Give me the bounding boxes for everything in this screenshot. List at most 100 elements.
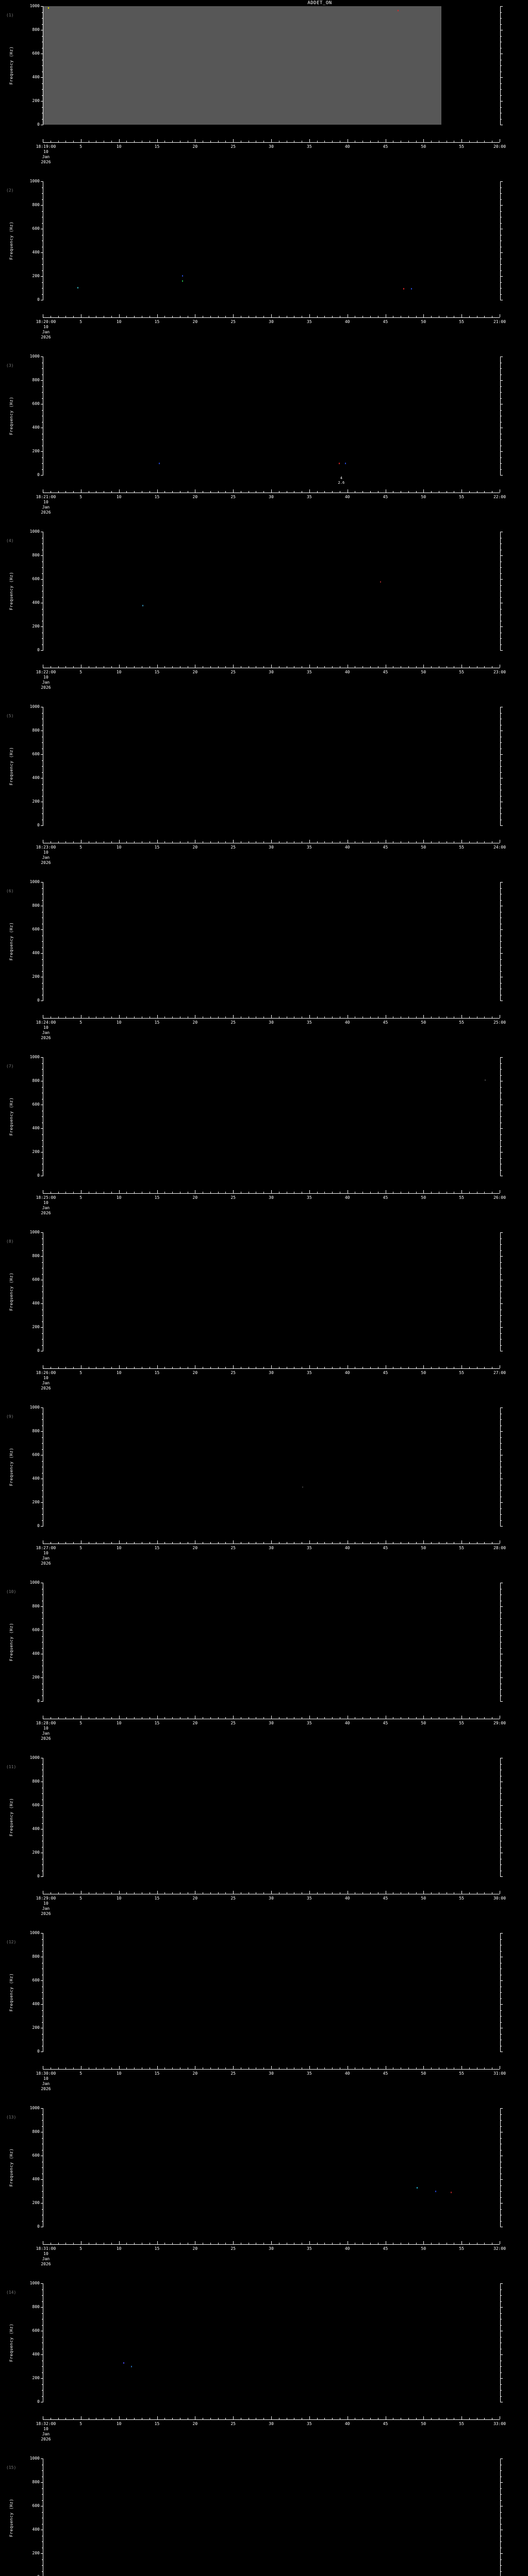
spectrogram-plot-area[interactable]: 0 200 400 600 800 1000 <box>30 1405 503 1528</box>
spectrogram-panel: (3) Frequency (Hz) 0 200 400 600 800 1000 5 10 15 2… <box>0 354 528 523</box>
spectrogram-plot-area[interactable]: 0 200 400 600 800 1000 <box>30 1756 503 1878</box>
spectrogram-plot-area[interactable]: 0 200 400 600 800 1000 <box>30 354 503 477</box>
x-tick-major <box>461 1540 463 1544</box>
y-tick-major-right <box>500 1677 503 1678</box>
x-tick-minor <box>469 1892 470 1894</box>
detection-marker[interactable] <box>182 275 183 277</box>
x-tick-label: 50 <box>421 1195 426 1200</box>
x-axis-start-label: 18:32:00 10 Jan 2026 <box>36 2421 56 2442</box>
y-tick-minor <box>42 1250 43 1251</box>
detection-marker[interactable] <box>397 10 399 12</box>
y-tick-major-right <box>500 1630 503 1631</box>
y-tick-label: 1000 <box>29 1755 40 1760</box>
y-tick-label: 0 <box>37 2399 40 2404</box>
y-tick-minor <box>42 2221 43 2222</box>
spectrogram-plot-area[interactable]: 0 200 400 600 800 1000 <box>30 1931 503 2054</box>
x-tick-major <box>461 840 463 843</box>
detection-marker[interactable] <box>159 463 160 464</box>
detection-marker[interactable] <box>485 1079 486 1081</box>
y-tick-major-right <box>500 1152 503 1153</box>
y-tick-label: 1000 <box>29 704 40 709</box>
spectrogram-plot-area[interactable]: 0 200 400 600 800 1000 <box>30 2281 503 2404</box>
y-tick-minor <box>42 1846 43 1848</box>
y-tick-label: 800 <box>32 2304 40 2309</box>
spectrogram-plot-area[interactable]: 0 200 400 600 800 1000 <box>30 2106 503 2229</box>
detection-marker[interactable] <box>403 288 405 290</box>
x-tick-major <box>309 489 310 493</box>
y-tick-label: 600 <box>32 2503 40 2508</box>
spectrogram-plot-area[interactable]: 0 200 400 600 800 1000 <box>30 705 503 827</box>
detection-marker[interactable] <box>302 1486 304 1488</box>
y-tick-label: 400 <box>32 1826 40 1831</box>
x-tick-label: 15 <box>154 1546 160 1550</box>
spectrogram-plot-area[interactable]: 0 200 400 600 800 1000 <box>30 880 503 1003</box>
x-tick-minor <box>362 2067 364 2069</box>
spectrogram-plot-area[interactable]: 0 200 400 600 800 1000 <box>30 179 503 302</box>
spectrogram-plot-area[interactable]: 0 200 400 600 800 1000 <box>30 530 503 652</box>
x-tick-minor <box>225 2243 226 2244</box>
x-tick-major <box>461 665 463 668</box>
x-tick-label: 10 <box>116 670 122 674</box>
detection-marker[interactable] <box>411 288 412 290</box>
x-tick-label: 25 <box>230 319 236 324</box>
x-axis-date-line: Jan <box>42 1906 50 1911</box>
x-tick-label: 40 <box>344 1020 350 1025</box>
detection-marker[interactable] <box>142 604 143 606</box>
x-tick-label: 55 <box>459 845 464 850</box>
x-tick-major <box>309 1190 310 1193</box>
detection-marker[interactable] <box>47 7 49 9</box>
spectrogram-panel: (13) Frequency (Hz) 0 200 400 600 800 1000 5 10 15… <box>0 2106 528 2275</box>
detection-marker[interactable] <box>338 463 340 464</box>
detection-marker[interactable] <box>77 286 79 289</box>
y-tick-label: 400 <box>32 951 40 955</box>
y-axis-title: Frequency (Hz) <box>9 1447 14 1486</box>
x-tick-minor <box>362 491 364 493</box>
y-tick-major-right <box>500 1303 503 1304</box>
x-tick-major <box>271 489 272 493</box>
x-tick-minor <box>218 491 219 493</box>
detection-marker[interactable] <box>344 463 346 464</box>
x-tick-label: 20 <box>192 2421 198 2426</box>
x-tick-label: 15 <box>154 2246 160 2251</box>
y-tick-minor-right <box>500 1419 502 1420</box>
x-tick-minor <box>484 1542 485 1544</box>
y-tick-minor-right <box>500 1134 502 1135</box>
detection-marker[interactable] <box>380 581 381 583</box>
y-tick-minor <box>42 1618 43 1619</box>
spectrogram-plot-area[interactable]: 0 200 400 600 800 1000 <box>30 2456 503 2576</box>
panel-index-label: (1) <box>6 13 14 18</box>
x-tick-major <box>461 1891 463 1894</box>
x-axis-date-line: Jan <box>42 1381 50 1385</box>
spectrogram-panel: (10) Frequency (Hz) 0 200 400 600 800 1000 5 10 15… <box>0 1581 528 1750</box>
x-tick-minor <box>111 141 112 142</box>
y-tick-major <box>41 1502 43 1503</box>
spectrogram-plot-area[interactable]: 0 200 400 600 800 1000 <box>30 1581 503 1703</box>
x-axis-date-line: 2026 <box>41 335 51 340</box>
x-tick-major <box>157 1190 158 1193</box>
y-tick-minor-right <box>500 1817 502 1818</box>
x-tick-major <box>119 2066 120 2069</box>
x-tick-minor <box>332 841 333 843</box>
y-tick-major-right <box>500 1327 503 1328</box>
x-tick-label: 35 <box>307 1195 312 1200</box>
x-tick-label: 30 <box>269 670 274 674</box>
detection-marker[interactable] <box>182 280 183 282</box>
x-tick-minor <box>111 1192 112 1193</box>
y-tick-major-right <box>500 1933 503 1934</box>
y-tick-major <box>41 1232 43 1233</box>
x-axis-start-label: 18:22:00 10 Jan 2026 <box>36 670 56 690</box>
y-tick-minor-right <box>500 89 502 90</box>
detection-marker[interactable] <box>451 2192 452 2194</box>
spectrogram-plot-area[interactable]: 0 200 400 600 800 1000 <box>30 1055 503 1178</box>
detection-marker[interactable] <box>130 2366 132 2367</box>
spectrogram-plot-area[interactable]: 0 200 400 600 800 1000 <box>30 1230 503 1353</box>
detection-marker[interactable] <box>435 2191 437 2192</box>
spectrogram-plot-area[interactable]: 0 200 400 600 800 1000 <box>30 4 503 127</box>
detection-marker[interactable] <box>123 2362 125 2364</box>
detection-marker[interactable] <box>416 2187 418 2189</box>
x-tick-label: 10 <box>116 1896 122 1901</box>
x-tick-minor <box>362 841 364 843</box>
x-tick-minor <box>332 1892 333 1894</box>
x-tick-label: 15 <box>154 495 160 499</box>
y-tick-major-right <box>500 2482 503 2483</box>
